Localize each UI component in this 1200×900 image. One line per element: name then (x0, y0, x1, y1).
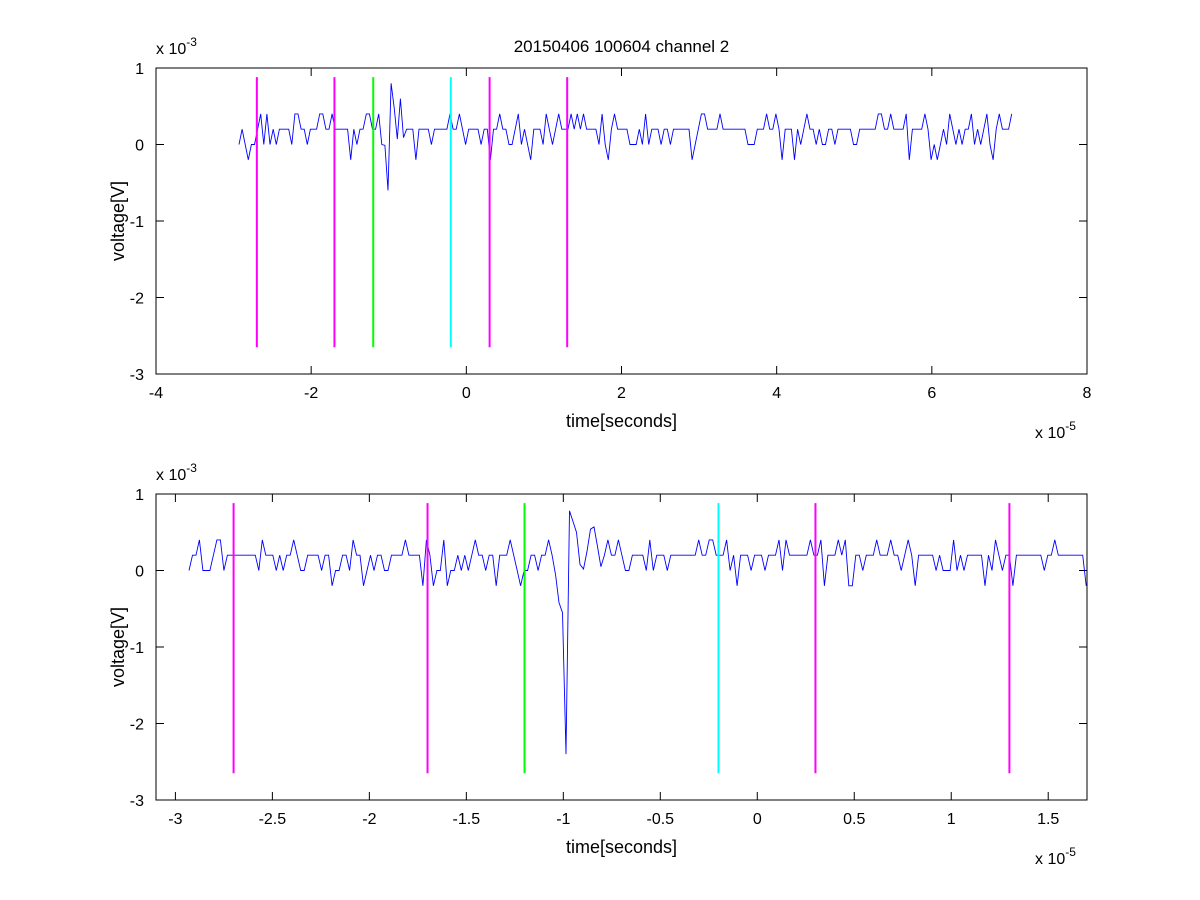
plot-frame (155, 493, 1088, 801)
chart-title: 20150406 100604 channel 2 (514, 37, 730, 56)
x-multiplier: x 10-5 (1035, 419, 1076, 442)
y-tick-label: -2 (130, 291, 144, 308)
y-tick-label: 1 (135, 61, 144, 78)
chart-panel-2: -3 -2.5 -2 -1.5 -1 -0.5 0 0.5 1 1.5 -3 -2 -1 0 1 time[s… (108, 461, 1088, 868)
y-multiplier: x 10-3 (156, 461, 197, 484)
x-axis-label: time[seconds] (566, 411, 677, 431)
x-tick-label: 0 (753, 811, 762, 828)
y-tick-label: 0 (135, 564, 144, 581)
x-tick-label: 2 (617, 385, 626, 402)
y-tick-label: -3 (130, 793, 144, 810)
x-tick-label: 8 (1083, 385, 1092, 402)
y-axis-label: voltage[V] (108, 607, 128, 687)
y-multiplier: x 10-3 (156, 35, 197, 58)
y-tick-label: 0 (135, 138, 144, 155)
x-tick-label: 6 (927, 385, 936, 402)
y-tick-label: -1 (130, 640, 144, 657)
y-axis-label: voltage[V] (108, 181, 128, 261)
voltage-trace (188, 510, 1087, 755)
x-tick-label: -2 (362, 811, 376, 828)
y-tick-label: -2 (130, 717, 144, 734)
y-tick-label: 1 (135, 487, 144, 504)
x-tick-label: -2.5 (259, 811, 287, 828)
x-tick-label: -1 (556, 811, 570, 828)
x-tick-label: -2 (304, 385, 318, 402)
x-tick-label: -4 (149, 385, 163, 402)
x-tick-label: -1.5 (453, 811, 481, 828)
x-tick-label: -0.5 (647, 811, 675, 828)
x-tick-label: 4 (772, 385, 781, 402)
x-tick-label: 1 (947, 811, 956, 828)
x-tick-label: 0.5 (843, 811, 865, 828)
voltage-trace (238, 83, 1013, 191)
x-axis-label: time[seconds] (566, 837, 677, 857)
x-multiplier: x 10-5 (1035, 845, 1076, 868)
x-tick-label: 0 (462, 385, 471, 402)
chart-panel-1: -4 -2 0 2 4 6 8 -3 -2 -1 0 1 20150406 100604 channel… (108, 35, 1092, 442)
y-tick-label: -3 (130, 367, 144, 384)
x-tick-label: 1.5 (1037, 811, 1059, 828)
x-tick-label: -3 (168, 811, 182, 828)
y-tick-label: -1 (130, 214, 144, 231)
